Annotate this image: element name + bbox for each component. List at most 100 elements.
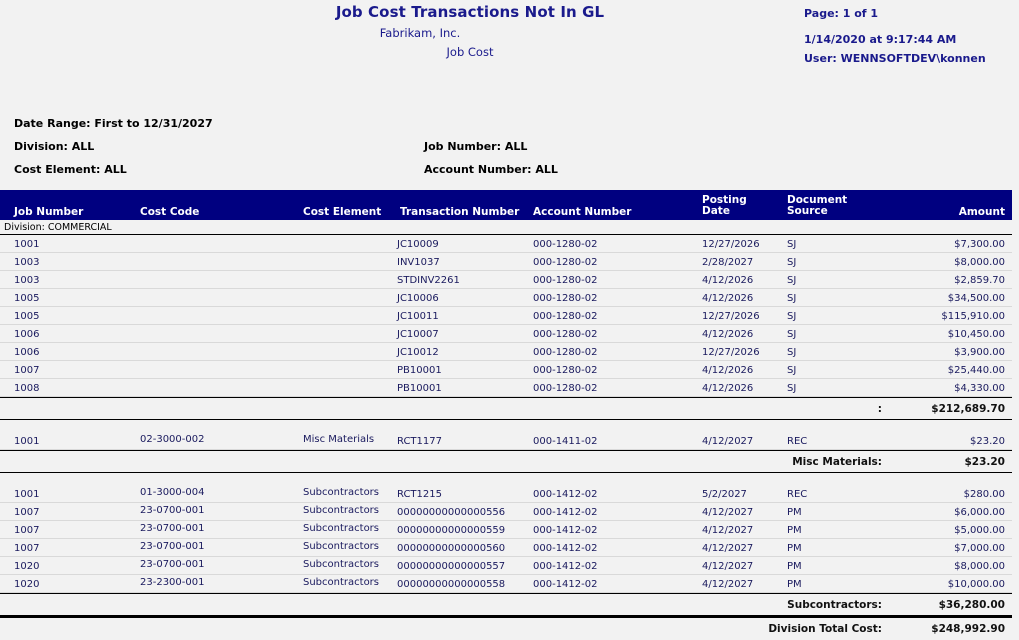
table-row[interactable]: 1020 23-2300-001 Subcontractors 00000000000…	[0, 575, 1012, 593]
cell-amount: $3,900.00	[954, 347, 1005, 358]
cell-job-number: 1003	[14, 275, 40, 286]
cell-amount: $115,910.00	[941, 311, 1005, 322]
document-source-line2: Source	[787, 205, 828, 217]
table-row[interactable]: 1001 JC10009 000-1280-02 12/27/2026 SJ $7,300…	[0, 235, 1012, 253]
table-row[interactable]: 1008 PB10001 000-1280-02 4/12/2026 SJ $4,330.…	[0, 379, 1012, 397]
table-row[interactable]: 1007 PB10001 000-1280-02 4/12/2026 SJ $25,440…	[0, 361, 1012, 379]
group-subtotal-row: Subcontractors: $36,280.00	[0, 593, 1012, 616]
column-header-account-number: Account Number	[533, 206, 632, 218]
group-spacer	[0, 420, 1012, 432]
cell-job-number: 1003	[14, 257, 40, 268]
cell-document-source: REC	[787, 436, 808, 447]
transaction-group: 1001 02-3000-002 Misc Materials RCT1177 000-…	[0, 432, 1012, 485]
cell-cost-element: Subcontractors	[303, 487, 380, 498]
division-total-label: Division Total Cost:	[768, 623, 882, 635]
cell-cost-code: 23-0700-001	[140, 559, 205, 570]
filter-job-number: Job Number: ALL	[424, 140, 528, 153]
cell-amount: $6,000.00	[954, 507, 1005, 518]
cell-document-source: SJ	[787, 383, 797, 394]
group-subtotal-label: Misc Materials:	[792, 456, 882, 468]
cell-document-source: PM	[787, 561, 802, 572]
cell-document-source: PM	[787, 525, 802, 536]
table-body: 1001 JC10009 000-1280-02 12/27/2026 SJ $7,300…	[0, 235, 1019, 616]
cell-job-number: 1001	[14, 489, 40, 500]
cell-account-number: 000-1412-02	[533, 543, 598, 554]
cell-job-number: 1020	[14, 561, 40, 572]
cell-posting-date: 4/12/2026	[702, 365, 754, 376]
cell-account-number: 000-1280-02	[533, 329, 598, 340]
table-row[interactable]: 1007 23-0700-001 Subcontractors 00000000000…	[0, 503, 1012, 521]
filter-account-number: Account Number: ALL	[424, 163, 558, 176]
cell-transaction-number: JC10007	[397, 329, 439, 340]
cell-posting-date: 4/12/2027	[702, 561, 754, 572]
cell-amount: $23.20	[970, 436, 1005, 447]
column-header-cost-element: Cost Element	[303, 206, 382, 218]
cell-amount: $25,440.00	[947, 365, 1005, 376]
cell-posting-date: 4/12/2027	[702, 436, 754, 447]
report-timestamp: 1/14/2020 at 9:17:44 AM	[804, 33, 957, 46]
cell-cost-code: 23-0700-001	[140, 523, 205, 534]
cell-document-source: SJ	[787, 239, 797, 250]
cell-account-number: 000-1280-02	[533, 383, 598, 394]
cell-document-source: SJ	[787, 275, 797, 286]
cell-account-number: 000-1280-02	[533, 347, 598, 358]
cell-cost-element: Subcontractors	[303, 523, 380, 534]
cell-account-number: 000-1412-02	[533, 507, 598, 518]
cell-posting-date: 4/12/2026	[702, 293, 754, 304]
document-source-line1: Document	[787, 194, 848, 206]
table-row[interactable]: 1005 JC10011 000-1280-02 12/27/2026 SJ $115,9…	[0, 307, 1012, 325]
table-row[interactable]: 1006 JC10007 000-1280-02 4/12/2026 SJ $10,450…	[0, 325, 1012, 343]
cell-amount: $2,859.70	[954, 275, 1005, 286]
table-row[interactable]: 1001 02-3000-002 Misc Materials RCT1177 000-…	[0, 432, 1012, 450]
cell-document-source: PM	[787, 579, 802, 590]
cell-cost-code: 23-2300-001	[140, 577, 205, 588]
cell-account-number: 000-1280-02	[533, 257, 598, 268]
cell-document-source: SJ	[787, 257, 797, 268]
cell-account-number: 000-1280-02	[533, 275, 598, 286]
table-row[interactable]: 1001 01-3000-004 Subcontractors RCT1215 000-…	[0, 485, 1012, 503]
cell-cost-code: 23-0700-001	[140, 541, 205, 552]
cell-transaction-number: 00000000000000557	[397, 561, 506, 572]
cell-job-number: 1006	[14, 347, 40, 358]
division-group-label: Division: COMMERCIAL	[0, 220, 1012, 235]
table-row[interactable]: 1005 JC10006 000-1280-02 4/12/2026 SJ $34,500…	[0, 289, 1012, 307]
filter-cost-element: Cost Element: ALL	[14, 163, 127, 176]
cell-amount: $10,450.00	[947, 329, 1005, 340]
cell-account-number: 000-1412-02	[533, 561, 598, 572]
table-row[interactable]: 1020 23-0700-001 Subcontractors 00000000000…	[0, 557, 1012, 575]
table-row[interactable]: 1006 JC10012 000-1280-02 12/27/2026 SJ $3,900…	[0, 343, 1012, 361]
cell-transaction-number: JC10011	[397, 311, 439, 322]
cell-account-number: 000-1280-02	[533, 365, 598, 376]
column-header-transaction-number: Transaction Number	[400, 206, 520, 218]
table-row[interactable]: 1003 INV1037 000-1280-02 2/28/2027 SJ $8,000.…	[0, 253, 1012, 271]
group-subtotal-row: Misc Materials: $23.20	[0, 450, 1012, 473]
cell-document-source: PM	[787, 543, 802, 554]
report-user: User: WENNSOFTDEV\konnen	[804, 52, 986, 65]
column-header-job-number: Job Number	[14, 206, 84, 218]
cell-amount: $280.00	[963, 489, 1005, 500]
cell-cost-element: Subcontractors	[303, 541, 380, 552]
cell-posting-date: 4/12/2027	[702, 507, 754, 518]
transactions-table: Job Number Cost Code Cost Element Transa…	[0, 190, 1019, 640]
cell-job-number: 1006	[14, 329, 40, 340]
cell-posting-date: 4/12/2026	[702, 329, 754, 340]
cell-account-number: 000-1280-02	[533, 311, 598, 322]
table-row[interactable]: 1007 23-0700-001 Subcontractors 00000000000…	[0, 539, 1012, 557]
cell-cost-code: 02-3000-002	[140, 434, 205, 445]
table-row[interactable]: 1003 STDINV2261 000-1280-02 4/12/2026 SJ $2,8…	[0, 271, 1012, 289]
cell-document-source: SJ	[787, 329, 797, 340]
cell-transaction-number: JC10009	[397, 239, 439, 250]
group-spacer	[0, 473, 1012, 485]
cell-job-number: 1007	[14, 507, 40, 518]
table-row[interactable]: 1007 23-0700-001 Subcontractors 00000000000…	[0, 521, 1012, 539]
cell-document-source: PM	[787, 507, 802, 518]
group-subtotal-label: Subcontractors:	[787, 599, 882, 611]
cell-job-number: 1001	[14, 239, 40, 250]
cell-job-number: 1001	[14, 436, 40, 447]
cell-amount: $34,500.00	[947, 293, 1005, 304]
cell-amount: $8,000.00	[954, 257, 1005, 268]
group-subtotal-amount: $23.20	[964, 456, 1005, 468]
cell-posting-date: 4/12/2027	[702, 543, 754, 554]
filter-division: Division: ALL	[14, 140, 95, 153]
cell-amount: $5,000.00	[954, 525, 1005, 536]
